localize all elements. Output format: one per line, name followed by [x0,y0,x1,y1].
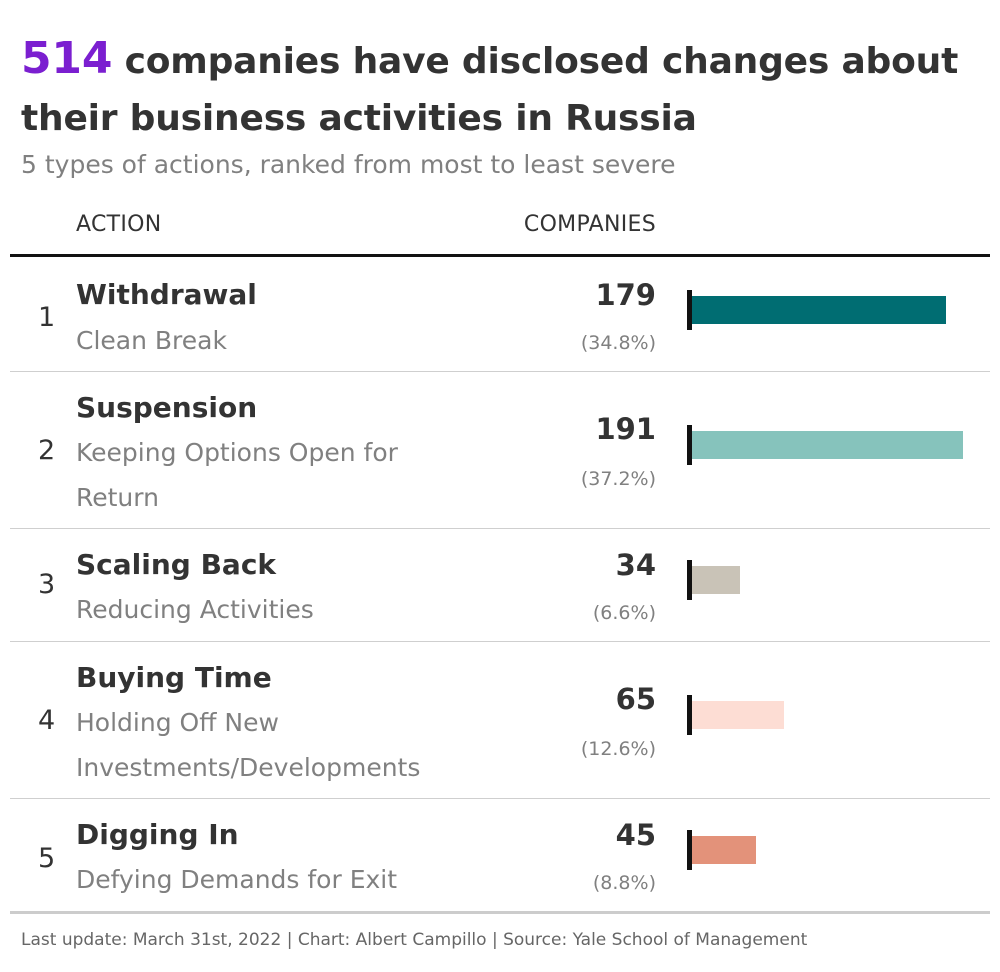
title-highlight-number: 514 [21,33,113,84]
company-count: 191 [595,412,656,446]
bar-baseline-tick [687,290,692,330]
chart-row: 1 Withdrawal Clean Break 179 (34.8%) [10,258,990,372]
chart-title: 514 companies have disclosed changes abo… [21,30,981,147]
company-percent: (8.8%) [592,872,656,894]
bar-suspension [692,431,963,459]
action-description: Defying Demands for Exit [76,865,398,894]
bar-digging-in [692,836,756,864]
bar-baseline-tick [687,560,692,600]
company-percent: (37.2%) [580,468,656,490]
column-header-companies: COMPANIES [523,212,656,237]
chart-row: 3 Scaling Back Reducing Activities 34 (6.6%) [10,529,990,642]
chart-row: 2 Suspension Keeping Options Open for Retu… [10,372,990,529]
action-description: Keeping Options Open for Return [76,438,398,512]
title-text: companies have disclosed changes about t… [21,41,959,139]
footer-credits: Last update: March 31st, 2022 | Chart: A… [21,930,808,950]
action-name: Scaling Back [76,548,277,581]
bar-withdrawal [692,296,946,324]
row-rank: 5 [38,843,56,874]
company-count: 179 [595,278,656,312]
action-name: Buying Time [76,661,272,694]
column-header-action: ACTION [76,212,162,237]
row-rank: 2 [38,435,56,466]
header-rule [10,254,990,257]
action-name: Withdrawal [76,278,257,311]
company-count: 45 [615,818,656,852]
bar-baseline-tick [687,425,692,465]
action-description: Reducing Activities [76,595,314,624]
bar-baseline-tick [687,830,692,870]
row-rank: 1 [38,302,56,333]
action-description: Clean Break [76,326,227,355]
company-count: 34 [615,548,656,582]
action-description: Holding Off New Investments/Developments [76,708,421,782]
company-percent: (6.6%) [592,602,656,624]
chart-row: 5 Digging In Defying Demands for Exit 45 (8.… [10,799,990,914]
bar-baseline-tick [687,695,692,735]
row-rank: 4 [38,705,56,736]
action-name: Digging In [76,818,239,851]
company-percent: (34.8%) [580,332,656,354]
bar-scaling-back [692,566,740,594]
action-name: Suspension [76,391,258,424]
row-rank: 3 [38,569,56,600]
bar-buying-time [692,701,784,729]
company-count: 65 [615,682,656,716]
chart-row: 4 Buying Time Holding Off New Investments/… [10,642,990,799]
chart-subtitle: 5 types of actions, ranked from most to … [21,150,676,179]
company-percent: (12.6%) [580,738,656,760]
